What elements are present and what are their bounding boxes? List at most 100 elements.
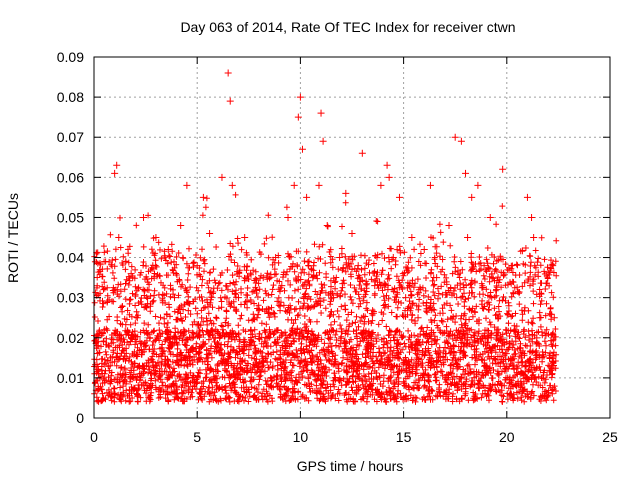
data-point [457,137,465,145]
data-point [265,326,273,334]
data-point [480,262,488,270]
data-point [317,109,325,117]
y-axis-label: ROTI / TECUs [5,193,21,283]
y-tick-label: 0.08 [57,89,84,105]
x-tick-label: 20 [499,429,515,445]
data-point [377,181,385,189]
data-point [303,193,311,201]
data-point [486,213,494,221]
data-point [323,221,331,229]
y-tick-label: 0.06 [57,169,84,185]
data-point [336,254,344,262]
data-point [517,354,525,362]
data-point [315,181,323,189]
data-point [259,274,267,282]
x-tick-label: 0 [90,429,98,445]
y-tick-label: 0.03 [57,290,84,306]
data-point [94,342,102,350]
y-tick-label: 0 [76,410,84,426]
data-point [528,213,536,221]
data-point [226,97,234,105]
data-point [309,274,317,282]
data-point [319,137,327,145]
data-point [358,149,366,157]
data-point [272,254,280,262]
data-point [348,229,356,237]
data-point [414,314,422,322]
data-point [187,334,195,342]
data-point [462,169,470,177]
data-point [464,234,472,241]
data-point [536,314,544,322]
data-point [146,334,154,342]
data-point [228,181,236,189]
data-point [439,318,447,326]
data-point [365,318,373,326]
data-point [100,326,108,334]
x-tick-label: 25 [602,429,618,445]
data-point [298,145,306,153]
data-points [94,69,558,374]
data-point [389,254,397,262]
noise-markers [91,191,560,405]
y-tick-label: 0.01 [57,370,84,386]
data-point [212,326,220,334]
data-point [158,350,166,358]
data-point [426,181,434,189]
data-point [234,294,242,302]
data-point [253,314,261,322]
data-point [140,213,148,221]
data-point [107,354,115,362]
x-tick-label: 15 [396,429,412,445]
data-point [342,189,350,197]
data-point [199,193,207,201]
data-point [164,246,172,254]
axis-ticks [93,56,611,419]
data-point [177,221,185,229]
data-point [193,262,201,270]
x-tick-label: 10 [293,429,309,445]
data-point [183,181,191,189]
plot-frame [93,56,611,419]
data-point [420,246,428,254]
y-tick-label: 0.07 [57,129,84,145]
chart-title: Day 063 of 2014, Rate Of TEC Index for r… [180,19,515,35]
data-point [294,113,302,121]
data-point [127,270,135,278]
data-point [121,366,129,374]
data-point [152,234,160,241]
data-point [247,342,255,350]
data-point [371,282,379,290]
data-point [474,181,482,189]
data-point [395,193,403,201]
data-point [530,234,538,241]
data-point [290,181,298,189]
data-point [354,262,362,270]
data-point [224,69,232,77]
data-point [451,133,459,141]
data-point [548,366,556,374]
data-point [445,221,453,229]
data-point [385,173,393,181]
data-point [499,165,507,173]
data-point [113,161,121,169]
x-tick-label: 5 [193,429,201,445]
data-point [296,93,304,101]
data-point [206,229,214,237]
data-point [468,193,476,201]
y-tick-label: 0.09 [57,49,84,65]
data-point [111,169,119,177]
data-point [492,286,500,294]
data-point [115,234,123,241]
data-point [505,302,513,310]
data-point [133,314,141,322]
noise-density-band [91,191,560,405]
y-tick-label: 0.04 [57,250,84,266]
data-point [284,213,292,221]
data-point [523,193,531,201]
data-point [170,294,178,302]
data-point [408,234,416,241]
data-point [550,314,558,322]
